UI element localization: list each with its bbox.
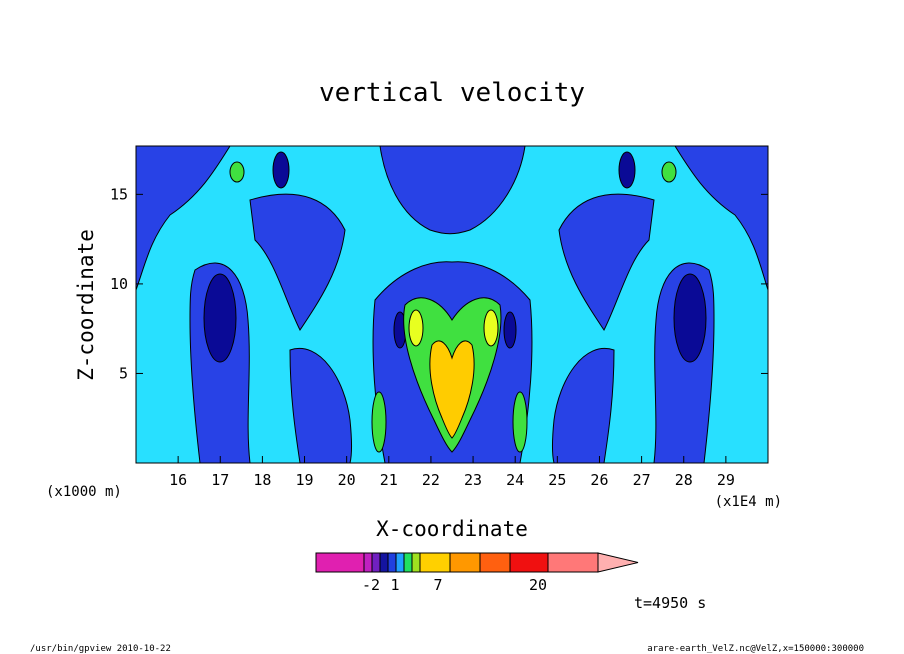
y-axis: 5 10 15	[110, 185, 768, 382]
x-tick-label: 19	[296, 471, 314, 489]
colorbar-label: -2	[362, 576, 380, 594]
contour-field	[136, 146, 768, 463]
y-tick-label: 15	[110, 185, 128, 203]
region-down-mid-right	[558, 193, 655, 331]
colorbar-segment	[315, 552, 365, 573]
region-down-right-edge	[674, 146, 768, 291]
x-tick-label: 21	[380, 471, 398, 489]
colorbar-segment	[403, 552, 413, 573]
time-label: t=4950 s	[634, 594, 706, 612]
x-tick-label: 28	[675, 471, 693, 489]
colorbar-segment	[479, 552, 511, 573]
x-tick-label: 22	[422, 471, 440, 489]
region-down-left-edge	[136, 146, 231, 291]
region-strong-down-top-right	[618, 151, 636, 189]
colorbar-segment	[411, 552, 421, 573]
region-strong-down-top-left	[272, 151, 290, 189]
region-up-small-top-right	[661, 161, 677, 183]
x-tick-label: 29	[717, 471, 735, 489]
colorbar-arrow	[597, 552, 639, 573]
colorbar-segment	[363, 552, 373, 573]
x-unit-label: (x1E4 m)	[715, 494, 782, 510]
region-up-core	[429, 340, 475, 439]
colorbar-segment	[449, 552, 481, 573]
colorbar-segment	[547, 552, 599, 573]
region-strong-down-left	[203, 273, 237, 363]
x-tick-label: 18	[253, 471, 271, 489]
region-down-lower-right	[552, 347, 615, 463]
x-tick-label: 23	[464, 471, 482, 489]
x-tick-label: 24	[506, 471, 524, 489]
y-axis-title: Z-coordinate	[74, 229, 98, 381]
x-tick-label: 20	[338, 471, 356, 489]
footer-right: arare-earth_VelZ.nc@VelZ,x=150000:300000	[647, 644, 864, 654]
chart-title: vertical velocity	[319, 78, 585, 108]
colorbar-segment	[371, 552, 381, 573]
colorbar-segment	[509, 552, 549, 573]
x-tick-label: 16	[169, 471, 187, 489]
region-down-mid-left	[249, 193, 346, 331]
footer-left: /usr/bin/gpview 2010-10-22	[30, 644, 171, 654]
x-axis-title: X-coordinate	[376, 517, 528, 541]
x-tick-label: 26	[590, 471, 608, 489]
region-up-yellow-left	[408, 309, 424, 347]
plot-frame	[135, 145, 769, 464]
colorbar-label: 20	[529, 576, 547, 594]
region-strong-down-core-r	[503, 311, 517, 349]
y-tick-label: 10	[110, 275, 128, 293]
region-strong-down-right	[673, 273, 707, 363]
x-tick-label: 25	[548, 471, 566, 489]
colorbar-segment	[387, 552, 397, 573]
y-tick-label: 5	[119, 364, 128, 382]
region-up-small-top-left	[229, 161, 245, 183]
y-unit-label: (x1000 m)	[46, 484, 122, 500]
x-tick-label: 27	[633, 471, 651, 489]
region-up-low-left	[371, 391, 387, 453]
colorbar-segment	[419, 552, 451, 573]
colorbar-label: 1	[390, 576, 399, 594]
colorbar: -2 1 7 20	[315, 552, 639, 594]
colorbar-segment	[379, 552, 389, 573]
region-down-lower-left	[289, 347, 352, 463]
colorbar-label: 7	[433, 576, 442, 594]
region-down-upper-center	[379, 146, 526, 235]
region-up-yellow-right	[483, 309, 499, 347]
x-axis: 16 17 18 19 20 21 22 23 24 25 26 27 28 29	[169, 456, 735, 489]
region-up-low-right	[512, 391, 528, 453]
colorbar-segment	[395, 552, 405, 573]
x-tick-label: 17	[211, 471, 229, 489]
